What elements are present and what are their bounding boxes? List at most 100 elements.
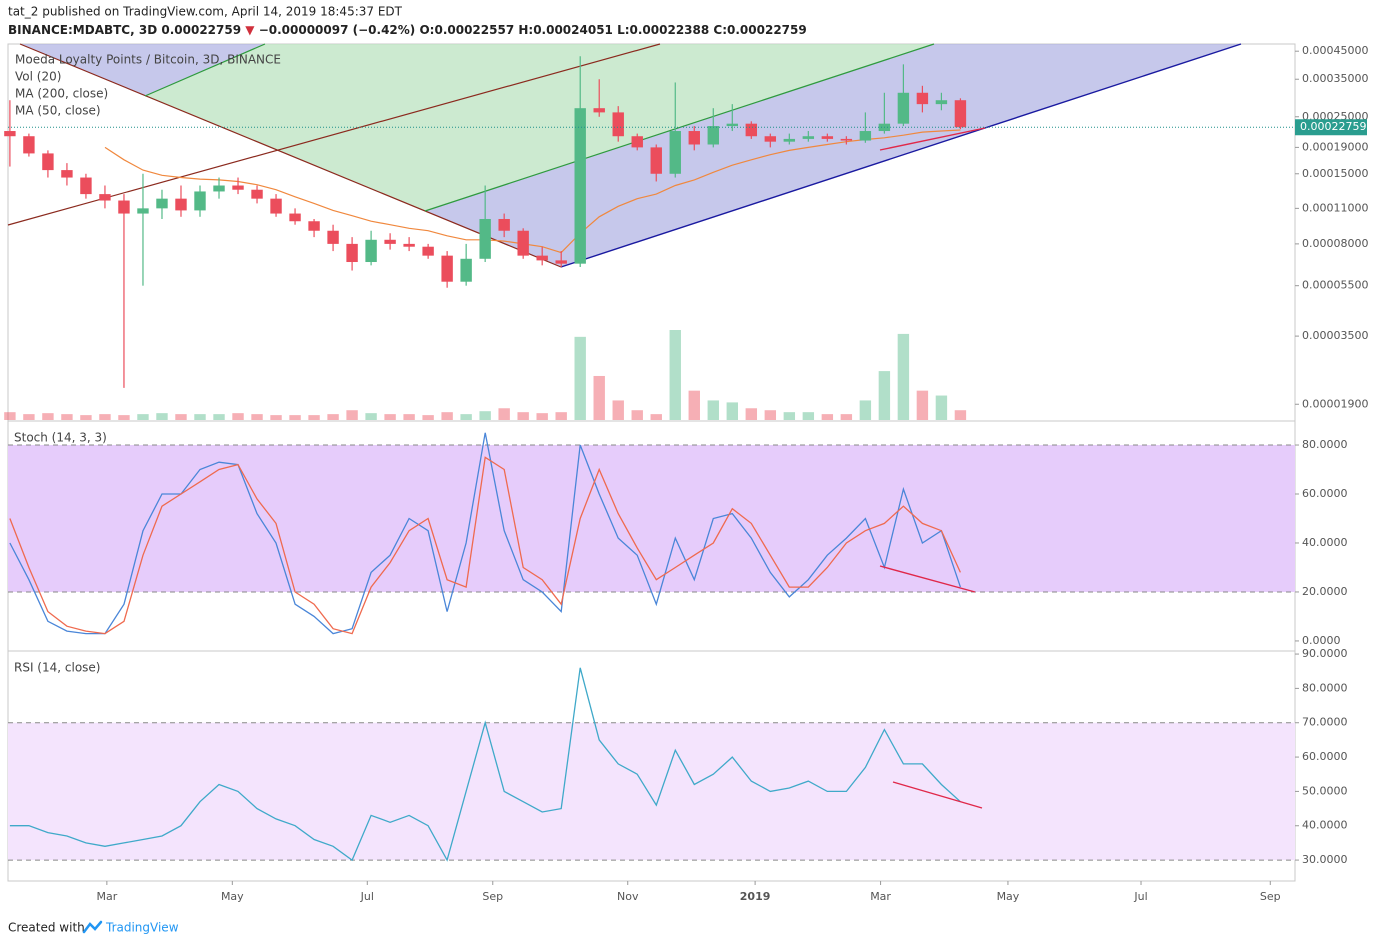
candle-body bbox=[365, 239, 377, 263]
x-tick-label: Sep bbox=[482, 890, 503, 903]
y-tick-label: 0.00003500 bbox=[1302, 329, 1368, 342]
volume-bar bbox=[935, 395, 948, 420]
volume-bar bbox=[840, 414, 853, 420]
candle-body bbox=[441, 255, 453, 282]
y-tick-label: 20.0000 bbox=[1302, 585, 1348, 598]
last-price: 0.00022759 bbox=[161, 23, 241, 37]
moving-average bbox=[104, 129, 961, 254]
volume-bar bbox=[631, 410, 643, 420]
volume-bar bbox=[308, 415, 320, 420]
volume-bar bbox=[745, 408, 758, 420]
trend-line bbox=[7, 43, 661, 226]
candle-body bbox=[669, 131, 681, 174]
indicator-line bbox=[9, 432, 962, 635]
candle-body bbox=[289, 213, 301, 222]
candle-body bbox=[707, 126, 719, 145]
volume-bar bbox=[289, 415, 301, 420]
y-tick-label: 60.0000 bbox=[1302, 750, 1348, 763]
candle-body bbox=[61, 170, 73, 178]
volume-bar bbox=[574, 336, 586, 420]
volume-bar bbox=[118, 415, 130, 420]
divergence-line bbox=[892, 781, 983, 809]
y-tick-label: 0.00045000 bbox=[1302, 44, 1368, 57]
volume-bar bbox=[783, 412, 796, 420]
candle-body bbox=[156, 198, 168, 209]
candle-body bbox=[517, 230, 529, 256]
x-tick-label: Nov bbox=[617, 890, 639, 903]
x-tick-label: Mar bbox=[870, 890, 891, 903]
x-tick-label: 2019 bbox=[740, 890, 771, 903]
channel-fill bbox=[20, 44, 265, 96]
y-tick-label: 70.0000 bbox=[1302, 716, 1348, 729]
candle-body bbox=[175, 198, 187, 211]
volume-bar bbox=[403, 414, 415, 420]
candle-body bbox=[783, 138, 796, 142]
volume-bar bbox=[42, 413, 54, 420]
candle-body bbox=[650, 147, 662, 174]
candle-body bbox=[897, 92, 910, 124]
volume-bar bbox=[194, 414, 206, 420]
volume-bar bbox=[859, 400, 872, 420]
candle-body bbox=[574, 108, 586, 264]
volume-bar bbox=[441, 412, 453, 420]
candle-body bbox=[384, 239, 396, 244]
volume-bar bbox=[365, 413, 377, 420]
y-tick-label: 0.00008000 bbox=[1302, 237, 1368, 250]
change: −0.00000097 (−0.42%) bbox=[259, 23, 416, 37]
y-tick-label: 40.0000 bbox=[1302, 819, 1348, 832]
x-tick-label: Mar bbox=[96, 890, 117, 903]
candle-body bbox=[916, 92, 929, 105]
y-tick-label: 0.00011000 bbox=[1302, 201, 1368, 214]
last-price-box bbox=[1295, 119, 1367, 136]
ohlc: O:0.00022557 H:0.00024051 L:0.00022388 C… bbox=[419, 23, 806, 37]
volume-bar bbox=[954, 410, 967, 420]
volume-bar bbox=[726, 402, 738, 420]
indicator-line bbox=[9, 667, 961, 862]
panel-title: Stoch (14, 3, 3) bbox=[14, 431, 107, 445]
y-tick-label: 90.0000 bbox=[1302, 647, 1348, 660]
trend-line bbox=[19, 43, 562, 268]
volume-bar bbox=[916, 390, 929, 420]
volume-bar bbox=[460, 414, 472, 420]
candle-body bbox=[232, 185, 244, 190]
indicator-label: MA (200, close) bbox=[15, 87, 108, 101]
y-tick-label: 80.0000 bbox=[1302, 438, 1348, 451]
x-tick-label: Sep bbox=[1260, 890, 1281, 903]
candle-body bbox=[460, 258, 472, 282]
candle-body bbox=[593, 108, 605, 113]
band bbox=[8, 445, 1295, 592]
candle-body bbox=[859, 131, 872, 141]
volume-bar bbox=[346, 410, 358, 420]
price-title: Moeda Loyalty Points / Bitcoin, 3D, BINA… bbox=[15, 53, 281, 67]
divergence-line bbox=[879, 565, 976, 593]
candle-body bbox=[42, 153, 54, 171]
y-tick-label: 80.0000 bbox=[1302, 681, 1348, 694]
tradingview-logo bbox=[82, 920, 103, 934]
publish-line: tat_2 published on TradingView.com, Apri… bbox=[8, 5, 403, 19]
volume-bar bbox=[156, 413, 168, 420]
volume-bar bbox=[479, 411, 491, 420]
candle-body bbox=[726, 123, 738, 127]
candle-body bbox=[498, 218, 510, 231]
y-tick-label: 50.0000 bbox=[1302, 784, 1348, 797]
candle-body bbox=[764, 136, 777, 142]
volume-bar bbox=[61, 414, 73, 420]
volume-bar bbox=[688, 390, 700, 420]
volume-bar bbox=[137, 414, 149, 420]
y-tick-label: 0.00035000 bbox=[1302, 72, 1368, 85]
volume-bar bbox=[23, 414, 35, 420]
y-tick-label: 0.00001900 bbox=[1302, 397, 1368, 410]
last-price-label: 0.00022759 bbox=[1300, 120, 1366, 133]
candle-body bbox=[536, 255, 548, 261]
channel-fill bbox=[425, 44, 1241, 267]
candle-body bbox=[118, 200, 130, 214]
panel-title: RSI (14, close) bbox=[14, 661, 100, 675]
panel: RSI (14, close) 90.0000 80.0000 70.0000 60.0… bbox=[8, 647, 1348, 866]
candle-body bbox=[745, 123, 758, 137]
volume-bar bbox=[80, 415, 92, 420]
band bbox=[8, 722, 1295, 861]
symbol: BINANCE:MDABTC, 3D bbox=[8, 23, 157, 37]
candle-body bbox=[631, 136, 643, 148]
volume-bar bbox=[517, 412, 529, 420]
divergence-line bbox=[879, 127, 986, 151]
